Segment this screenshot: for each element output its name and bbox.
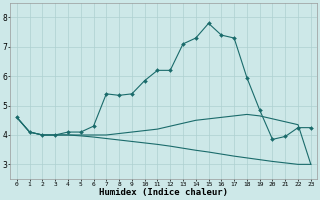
X-axis label: Humidex (Indice chaleur): Humidex (Indice chaleur) (99, 188, 228, 197)
